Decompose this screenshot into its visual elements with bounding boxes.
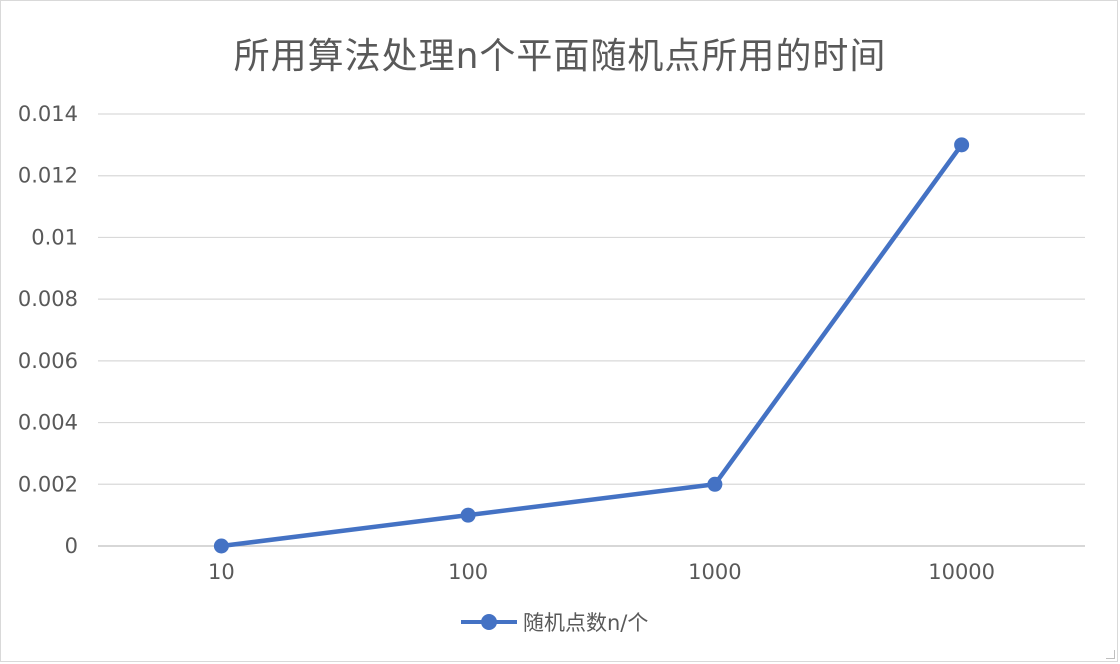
y-tick-label: 0.01 bbox=[31, 225, 78, 249]
y-tick-label: 0 bbox=[65, 534, 78, 558]
data-point[interactable] bbox=[707, 476, 723, 492]
legend-series-marker bbox=[461, 612, 517, 632]
legend-series-label: 随机点数n/个 bbox=[523, 611, 649, 635]
data-point[interactable] bbox=[460, 507, 476, 523]
y-tick-label: 0.008 bbox=[18, 287, 78, 311]
resize-handle-icon[interactable] bbox=[1106, 650, 1115, 659]
y-tick-label: 0.004 bbox=[18, 411, 78, 435]
x-tick-label: 10000 bbox=[928, 560, 995, 584]
x-tick-label: 1000 bbox=[688, 560, 741, 584]
y-tick-label: 0.014 bbox=[18, 102, 78, 126]
y-tick-label: 0.012 bbox=[18, 164, 78, 188]
data-point[interactable] bbox=[954, 137, 970, 153]
data-point[interactable] bbox=[213, 538, 229, 554]
y-tick-label: 0.002 bbox=[18, 472, 78, 496]
series-line bbox=[219, 142, 964, 549]
legend: 随机点数n/个 bbox=[461, 605, 648, 639]
x-tick-label: 100 bbox=[448, 560, 488, 584]
x-tick-label: 10 bbox=[208, 560, 235, 584]
y-tick-label: 0.006 bbox=[18, 349, 78, 373]
chart-title: 所用算法处理n个平面随机点所用的时间 bbox=[233, 36, 887, 77]
